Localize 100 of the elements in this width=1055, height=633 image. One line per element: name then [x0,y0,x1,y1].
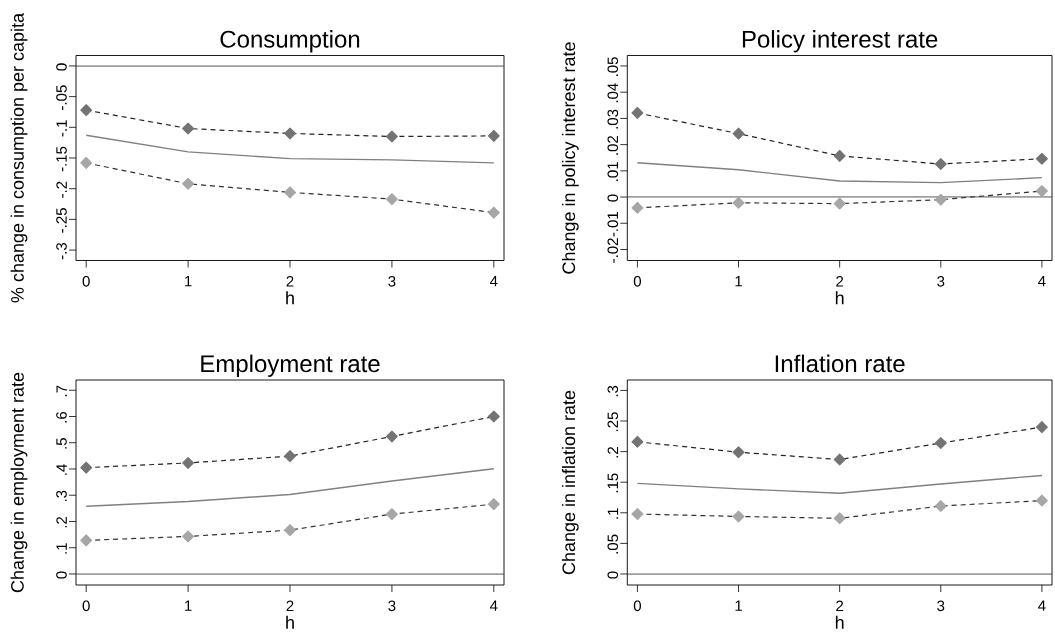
x-tick-label: 4 [1038,276,1046,287]
y-tick-label: .1 [56,543,67,554]
x-tick-label: 0 [82,276,90,287]
y-tick-label: .05 [607,534,619,554]
y-tick-label: .7 [56,385,67,397]
point [934,500,947,513]
x-tick-label: 4 [489,276,498,287]
point [1035,185,1048,197]
y-tick-label: 0 [607,194,619,202]
y-tick-label: .02 [607,135,619,155]
x-tick-label: 1 [185,276,192,287]
x-tick-label: 1 [735,276,742,287]
y-tick-label: -.05 [56,85,67,110]
point [631,508,644,520]
point [487,410,500,423]
y-tick-label: .04 [607,83,619,103]
chart-title: Consumption [220,30,360,53]
point [487,498,500,511]
point [385,130,398,143]
y-axis-title: Change in employment rate [10,372,28,593]
x-tick-label: 3 [937,600,945,612]
y-tick-label: .01 [607,162,619,181]
x-tick-label: 4 [489,600,498,611]
y-tick-label: -.3 [56,242,67,260]
point [284,186,296,199]
point [80,534,93,547]
point [732,196,745,209]
point [284,524,296,537]
chart-title: Policy interest rate [742,30,938,53]
x-tick-label: 4 [1038,600,1046,611]
y-axis-title: % change in consumption per capita [10,12,28,303]
y-tick-label: .2 [56,516,67,528]
y-tick-label: .25 [607,412,619,432]
y-axis-title: Change in policy interest rate [561,42,579,274]
chart-title: Inflation rate [775,354,905,373]
point [182,122,195,135]
x-axis-title: h [835,615,844,629]
line-series [636,162,1043,184]
point [284,127,296,140]
point [1035,421,1048,434]
line-series [85,468,495,507]
x-axis-title: h [286,291,294,305]
y-tick-label: -.15 [56,146,67,172]
point [80,156,93,169]
y-axis-title: Change in inflation rate [561,390,579,575]
y-tick-label: .3 [607,385,619,397]
point [833,149,846,162]
y-tick-label: .15 [607,473,619,493]
point [631,435,644,448]
point [182,456,195,469]
point [934,158,947,170]
point [182,177,195,190]
y-tick-label: -.1 [56,120,67,137]
point [1035,494,1048,507]
point [732,446,745,459]
y-tick-label: -.02 [607,238,619,263]
x-tick-label: 2 [286,600,294,612]
y-tick-label: -.2 [56,181,67,198]
y-tick-label: -.25 [56,208,67,233]
y-tick-label: 0 [607,571,619,579]
point [385,430,398,443]
x-tick-label: 3 [388,600,396,612]
point [833,197,846,210]
point [385,193,398,206]
x-tick-label: 1 [735,600,742,611]
y-tick-label: 0 [56,571,67,579]
x-tick-label: 2 [836,600,844,612]
point [934,437,947,449]
point [284,450,296,463]
x-tick-label: 2 [286,276,294,287]
y-tick-label: .6 [56,411,67,423]
chart-title: Employment rate [201,354,380,377]
line-series [85,134,495,164]
y-tick-label: .03 [607,109,619,129]
point [631,106,644,119]
x-tick-label: 0 [82,600,90,612]
point [80,461,93,474]
x-tick-label: 0 [633,276,641,287]
line-series [636,474,1043,494]
y-tick-label: 0 [56,63,67,71]
point [631,201,644,214]
x-tick-label: 2 [836,276,844,287]
point [833,453,846,466]
x-tick-label: 3 [937,276,945,287]
point [934,193,947,206]
x-tick-label: 0 [633,600,641,612]
y-tick-label: .05 [607,57,619,77]
point [487,129,500,142]
point [732,510,745,523]
y-tick-label: .2 [607,447,619,458]
y-tick-label: .5 [56,438,67,449]
point [80,104,93,117]
point [833,512,846,525]
x-tick-label: 1 [185,600,192,611]
y-tick-label: -.01 [607,212,619,237]
y-tick-label: .1 [607,508,619,519]
point [182,530,195,543]
x-tick-label: 3 [388,276,396,287]
point [385,508,398,521]
x-axis-title: h [286,615,294,629]
